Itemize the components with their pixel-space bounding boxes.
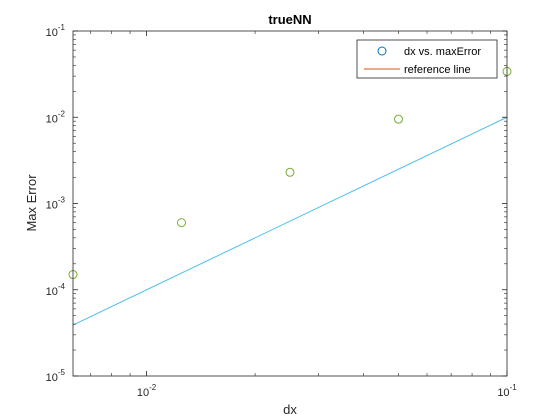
data-point [177, 218, 186, 228]
data-point [285, 167, 295, 177]
x-axis-label: dx [283, 402, 297, 417]
legend: dx vs. maxError reference line [356, 39, 498, 79]
legend-box [356, 39, 498, 79]
plot-background [73, 31, 507, 376]
y-tick-label: 10-5 [46, 368, 66, 384]
data-point [394, 114, 403, 124]
chart-title: trueNN [268, 12, 311, 27]
y-tick-label: 10-4 [46, 282, 66, 298]
y-axis-label: Max Error [24, 174, 39, 232]
x-tick-label: 10-2 [137, 383, 157, 399]
legend-marker-circle [377, 46, 387, 56]
legend-entry-scatter: dx vs. maxError [404, 46, 481, 58]
legend-entry-reference: reference line [404, 64, 471, 76]
y-tick-label: 10-2 [46, 109, 66, 125]
y-tick-label: 10-1 [46, 23, 66, 39]
y-tick-label: 10-3 [46, 196, 66, 212]
reference-line [72, 116, 508, 326]
x-tick-label: 10-1 [497, 383, 517, 399]
